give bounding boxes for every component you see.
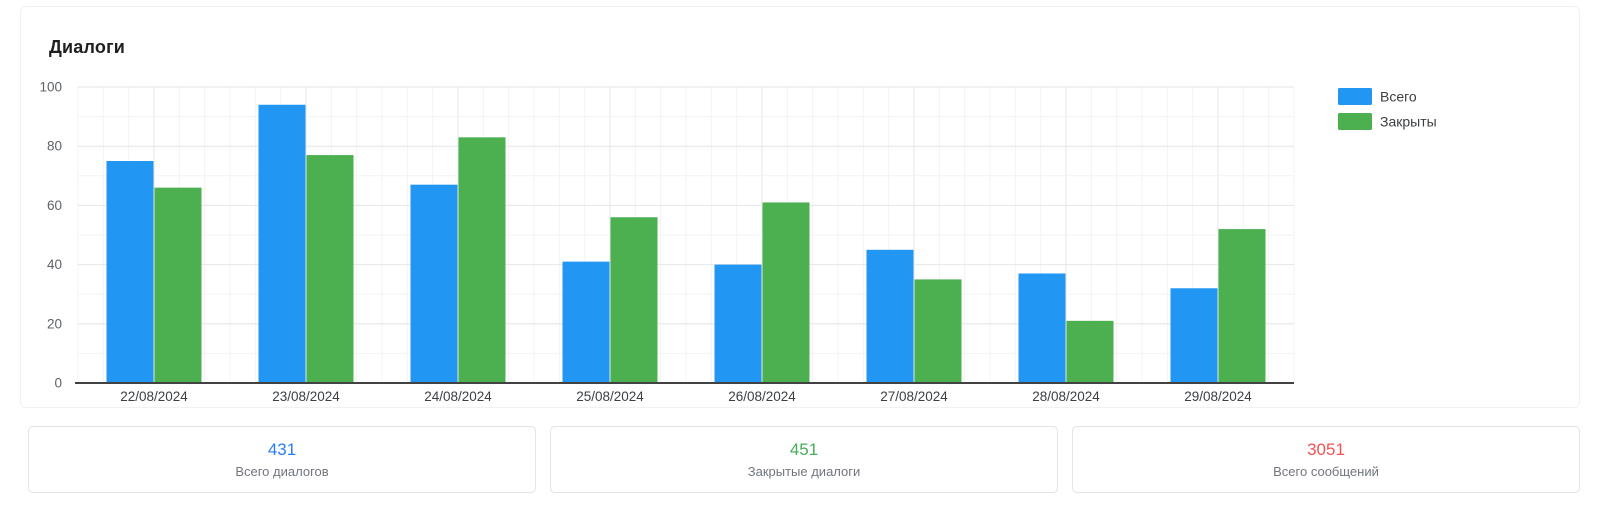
x-tick-label: 28/08/2024 [1032,389,1100,404]
bar[interactable] [458,137,506,383]
y-tick-label: 80 [47,139,62,154]
y-axis-labels: 0 20 40 60 80 100 [39,80,62,391]
summary-card-closed-dialogs: 451 Закрытые диалоги [550,426,1058,493]
legend-label: Закрыты [1380,114,1437,130]
summary-cards-row: 431 Всего диалогов 451 Закрытые диалоги … [28,426,1580,493]
x-tick-label: 26/08/2024 [728,389,796,404]
legend-swatch-icon [1338,113,1372,130]
x-tick-label: 24/08/2024 [424,389,492,404]
total-messages-label: Всего сообщений [1273,464,1379,479]
bars-series-closed [154,137,1266,383]
legend-swatch-icon [1338,88,1372,105]
summary-card-total-messages: 3051 Всего сообщений [1072,426,1580,493]
x-tick-label: 22/08/2024 [120,389,188,404]
legend-label: Всего [1380,89,1417,105]
x-tick-label: 29/08/2024 [1184,389,1252,404]
y-tick-label: 0 [54,376,62,391]
bar[interactable] [762,202,810,383]
bar[interactable] [154,187,202,383]
bar[interactable] [914,279,962,383]
summary-card-total-dialogs: 431 Всего диалогов [28,426,536,493]
total-messages-value: 3051 [1307,440,1345,459]
bar[interactable] [1018,273,1066,383]
bars-series-total [106,104,1218,383]
y-tick-label: 60 [47,198,62,213]
bar[interactable] [866,249,914,383]
chart-legend: Всего Закрыты [1338,88,1437,130]
total-dialogs-value: 431 [267,440,297,459]
y-tick-label: 40 [47,257,62,272]
x-tick-label: 25/08/2024 [576,389,644,404]
x-axis-labels: 22/08/2024 23/08/2024 24/08/2024 25/08/2024… [120,389,1252,404]
bar[interactable] [1218,229,1266,383]
bar[interactable] [562,261,610,383]
x-tick-label: 27/08/2024 [880,389,948,404]
bar[interactable] [306,155,354,383]
legend-item-total[interactable]: Всего [1338,88,1417,105]
bar[interactable] [1066,320,1114,383]
bar[interactable] [1170,288,1218,383]
bar[interactable] [410,184,458,383]
legend-item-closed[interactable]: Закрыты [1338,113,1437,130]
bar[interactable] [106,161,154,383]
total-dialogs-label: Всего диалогов [235,464,329,479]
x-tick-label: 23/08/2024 [272,389,340,404]
dialogs-bar-chart: 0 20 40 60 80 100 22/08/2024 23/08/2024 24/08/20… [39,80,1437,405]
bar[interactable] [610,217,658,383]
panel-title: Диалоги [49,37,126,57]
bar[interactable] [258,104,306,383]
closed-dialogs-value: 451 [789,440,819,459]
closed-dialogs-label: Закрытые диалоги [747,464,861,479]
bar[interactable] [714,264,762,383]
y-tick-label: 20 [47,316,62,331]
y-tick-label: 100 [39,80,62,95]
